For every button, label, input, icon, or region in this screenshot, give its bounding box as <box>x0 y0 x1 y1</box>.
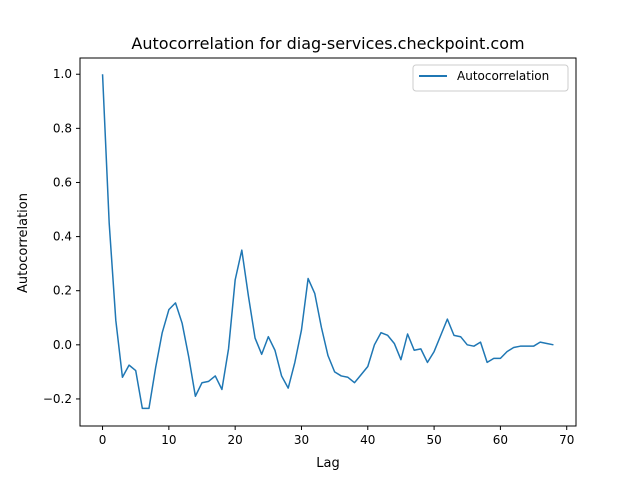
plot-frame <box>79 57 577 427</box>
x-tick-label: 10 <box>161 433 176 447</box>
legend-label-autocorrelation: Autocorrelation <box>457 69 549 83</box>
y-tick-label: −0.2 <box>43 392 72 406</box>
x-tick-label: 40 <box>360 433 375 447</box>
y-tick-label: 0.4 <box>53 230 72 244</box>
x-tick-label: 20 <box>228 433 243 447</box>
x-axis-label: Lag <box>316 456 339 471</box>
x-tick-label: 0 <box>99 433 107 447</box>
x-tick-label: 30 <box>294 433 309 447</box>
x-tick-label: 50 <box>426 433 441 447</box>
legend-box <box>412 64 569 92</box>
chart-title: Autocorrelation for diag-services.checkp… <box>131 34 524 53</box>
y-tick-label: 0.2 <box>53 284 72 298</box>
series-line-autocorrelation <box>101 74 554 410</box>
legend: Autocorrelation <box>412 64 569 92</box>
y-axis-label: Autocorrelation <box>16 193 31 293</box>
y-tick-label: 1.0 <box>53 67 72 81</box>
x-tick-label: 60 <box>493 433 508 447</box>
plot-area: 0 10 20 30 40 50 60 70 −0.2 0.0 0.2 0.4 0.6 0.8 1.0 <box>43 57 577 447</box>
y-tick-label: 0.8 <box>53 121 72 135</box>
y-tick-label: 0.0 <box>53 338 72 352</box>
x-tick-label: 70 <box>559 433 574 447</box>
y-tick-label: 0.6 <box>53 175 72 189</box>
